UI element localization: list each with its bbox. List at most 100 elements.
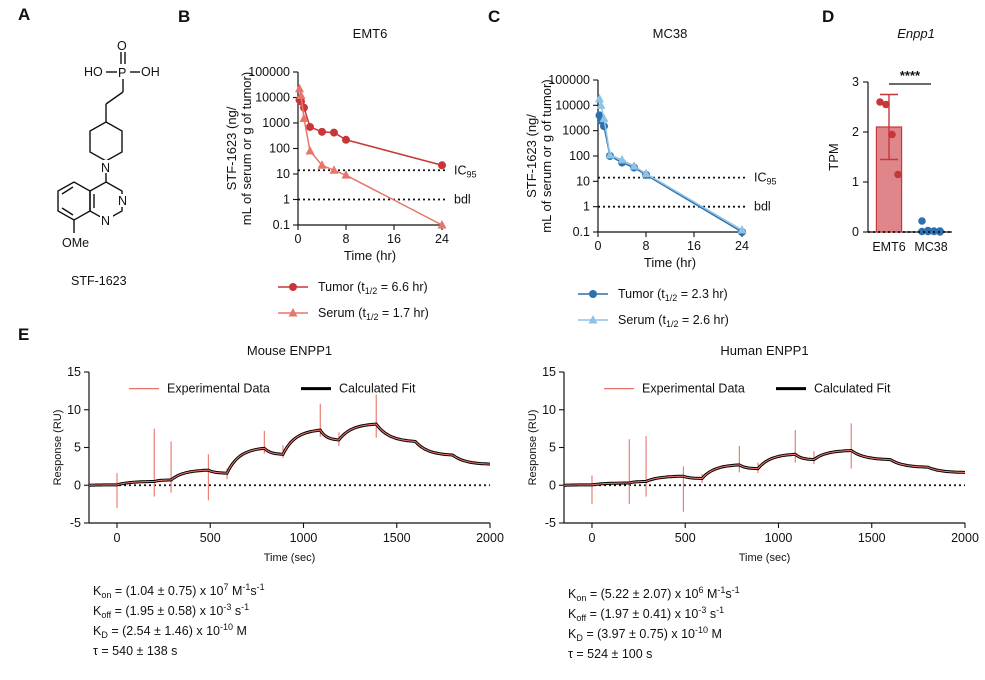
atom-o-double: O	[117, 39, 127, 53]
chart-human-enpp1-spr: Human ENPP1 -5 0 5 10 15 0 500 1000 1500 2000 Time …	[527, 343, 979, 661]
structure-atom-labels: O HO P OH N N N OMe STF-1623	[62, 38, 160, 288]
atom-n-piperidine: N	[101, 161, 110, 175]
data-point	[641, 168, 651, 178]
reference-line-label-part: 95	[467, 169, 477, 179]
y-tick-label: -5	[545, 516, 556, 530]
koff-param-part: off	[101, 610, 111, 620]
data-point	[300, 103, 308, 112]
y-axis-label: Response (RU)	[527, 410, 539, 486]
kd-param: KD = (2.54 ± 1.46) x 10-10 M	[93, 622, 247, 640]
bond-chain-1	[105, 91, 124, 105]
data-point	[317, 160, 327, 169]
y-tick-label: 15	[67, 365, 81, 379]
data-point	[595, 93, 604, 103]
kon-param-part: K	[568, 587, 577, 601]
y-tick-label: -5	[70, 516, 81, 530]
koff-param-part: K	[568, 607, 577, 621]
atom-p: P	[118, 66, 126, 80]
y-tick-label: 0	[852, 225, 859, 239]
data-point	[329, 165, 339, 174]
atom-mask	[99, 160, 113, 173]
y-tick-label: 100000	[248, 65, 290, 79]
legend-label-part: 1/2	[366, 312, 379, 322]
kd-param-part: K	[93, 624, 102, 638]
x-tick-label: 0	[114, 531, 121, 545]
legend-label-part: 1/2	[666, 319, 679, 329]
reference-line-label-part: bdl	[454, 193, 471, 207]
y-axis-label: Response (RU)	[52, 410, 64, 486]
legend-label-part: Serum (t	[318, 306, 366, 320]
data-point	[629, 161, 639, 170]
tau-param: τ = 524 ± 100 s	[568, 647, 652, 661]
bond-aromatic-2	[61, 186, 74, 195]
legend-fit-label: Calculated Fit	[339, 382, 416, 396]
atom-ho: HO	[84, 65, 103, 79]
kon-param-part: 7	[224, 582, 229, 592]
legend-experimental-label: Experimental Data	[642, 382, 745, 396]
data-point	[918, 227, 926, 236]
kd-param: KD = (3.97 ± 0.75) x 10-10 M	[568, 625, 722, 643]
chart-title: Human ENPP1	[720, 343, 808, 358]
y-tick-label: 10	[276, 167, 290, 181]
chart-mc38-pk: MC38 0.1 1 10 100 1000 10000 100000 0 8 16 24 Time (…	[524, 26, 777, 329]
x-tick-label: 16	[387, 232, 401, 246]
data-point	[297, 97, 305, 106]
kon-param-part: M	[704, 587, 718, 601]
data-point	[342, 135, 350, 144]
y-axis-label-line1: STF-1623 (ng/	[224, 106, 239, 190]
x-tick-label: 2000	[476, 531, 504, 545]
data-point	[596, 100, 606, 109]
y-tick-label: 1	[852, 175, 859, 189]
experimental-curve	[88, 423, 491, 486]
legend-label-part: = 2.3 hr)	[677, 287, 727, 301]
atom-oh: OH	[141, 65, 160, 79]
legend-label: Tumor (t1/2 = 2.3 hr)	[618, 287, 728, 303]
data-point	[299, 113, 309, 123]
legend-label: Serum (t1/2 = 1.7 hr)	[318, 306, 429, 322]
atom-n-quinazoline-1: N	[118, 194, 127, 208]
x-axis-label: Time (sec)	[739, 552, 791, 564]
reference-line-label-part: bdl	[754, 200, 771, 214]
kd-param-part: M	[708, 627, 722, 641]
x-tick-label: EMT6	[872, 240, 905, 254]
x-tick-label: 2000	[951, 531, 979, 545]
significance-stars: ****	[900, 68, 921, 83]
kon-param-part: on	[101, 590, 111, 600]
koff-param-part: s	[706, 607, 716, 621]
legend-label-part: 1/2	[665, 293, 678, 303]
data-point	[894, 170, 902, 179]
koff-param: Koff = (1.97 ± 0.41) x 10-3 s-1	[568, 605, 724, 623]
x-tick-label: 0	[295, 232, 302, 246]
kon-param-part: = (5.22 ± 2.07) x 10	[586, 587, 698, 601]
legend-experimental-label: Experimental Data	[167, 382, 270, 396]
reference-line-label-part: 95	[767, 177, 777, 187]
x-axis-label: Time (hr)	[644, 255, 696, 270]
data-point	[296, 90, 306, 99]
bond-aromatic-3	[61, 207, 74, 216]
x-axis-label: Time (hr)	[344, 248, 396, 263]
reference-line-label: bdl	[454, 193, 471, 207]
reference-line-label: IC95	[754, 171, 777, 187]
x-tick-label: 1500	[383, 531, 411, 545]
kon-param-part: s	[725, 587, 731, 601]
chart-title: MC38	[653, 26, 688, 41]
legend-label-part: Tumor (t	[318, 280, 365, 294]
data-point	[438, 161, 446, 170]
legend-label: Serum (t1/2 = 2.6 hr)	[618, 313, 729, 329]
kd-param-part: -10	[220, 622, 233, 632]
x-tick-label: 500	[675, 531, 696, 545]
data-point	[437, 220, 447, 229]
reference-line-label-part: IC	[754, 171, 767, 185]
legend-label-part: Serum (t	[618, 313, 666, 327]
koff-param-part: -1	[716, 605, 724, 615]
chart-enpp1-tpm: Enpp1 0 1 2 3 TPM EMT6 MC38 ****	[826, 26, 952, 254]
kd-param-part: M	[233, 624, 247, 638]
benzene-ring	[57, 181, 91, 221]
kd-param-part: -10	[695, 625, 708, 635]
reference-line-label: IC95	[454, 163, 477, 179]
koff-param-part: -3	[223, 602, 231, 612]
y-tick-label: 10	[67, 403, 81, 417]
x-tick-label: 24	[435, 232, 449, 246]
kd-param-part: D	[101, 630, 108, 640]
